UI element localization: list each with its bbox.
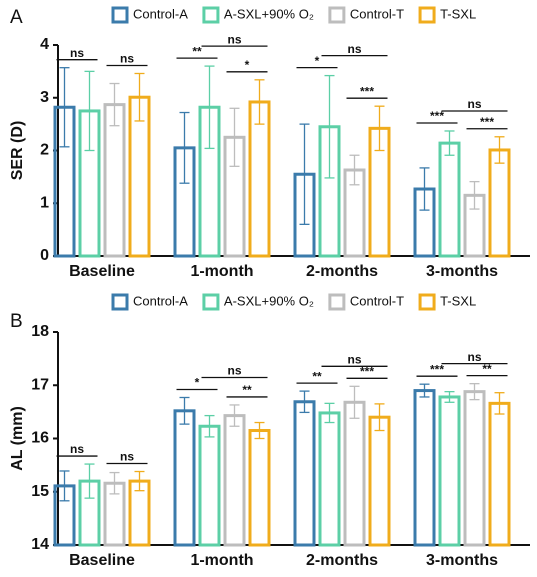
- bar: [318, 411, 341, 547]
- bar: [128, 479, 151, 547]
- legend-swatch: [328, 6, 346, 24]
- legend-label: Control-A: [133, 293, 188, 308]
- legend-swatch: [202, 6, 220, 24]
- significance-label: ns: [120, 450, 134, 464]
- y-tick-label: 4: [40, 36, 49, 53]
- legend-swatch: [418, 6, 436, 24]
- bar: [463, 193, 486, 258]
- bar: [103, 103, 126, 258]
- y-tick-label: 14: [31, 536, 49, 553]
- significance-label: **: [482, 362, 492, 376]
- bar: [368, 126, 391, 258]
- bar: [198, 105, 221, 258]
- significance-label: ***: [360, 84, 374, 98]
- x-tick-label: 2-months: [306, 552, 378, 569]
- significance-label: ns: [467, 350, 481, 364]
- bar: [198, 424, 221, 547]
- x-tick-label: 2-months: [306, 263, 378, 280]
- legend-label: T-SXL: [440, 6, 476, 21]
- x-tick-label: Baseline: [69, 552, 135, 569]
- y-tick-label: 3: [40, 89, 49, 106]
- significance-label: ns: [467, 97, 481, 111]
- y-tick-label: 17: [31, 376, 49, 393]
- significance-label: **: [312, 369, 322, 383]
- panel-letter: A: [10, 7, 23, 28]
- bar: [343, 168, 366, 258]
- legend-label: Control-T: [350, 293, 404, 308]
- legend-swatch: [418, 293, 436, 311]
- bar: [368, 415, 391, 547]
- bar: [78, 479, 101, 547]
- bar: [173, 146, 196, 258]
- bar: [223, 414, 246, 547]
- bar: [78, 109, 101, 258]
- bar: [318, 125, 341, 258]
- bar: [53, 484, 76, 547]
- legend-label: A-SXL+90% O₂: [224, 293, 314, 308]
- significance-label: ns: [347, 42, 361, 56]
- significance-label: ns: [120, 52, 134, 66]
- x-tick-label: 1-month: [190, 263, 253, 280]
- y-tick-label: 2: [40, 142, 49, 159]
- bar: [248, 100, 271, 258]
- legend-swatch: [328, 293, 346, 311]
- bar: [223, 135, 246, 258]
- bar: [438, 395, 461, 547]
- x-tick-label: Baseline: [69, 263, 135, 280]
- bar: [438, 141, 461, 258]
- significance-label: *: [195, 376, 200, 390]
- y-tick-label: 16: [31, 430, 49, 447]
- bar: [488, 401, 511, 547]
- significance-label: ***: [430, 362, 444, 376]
- panel-letter: B: [10, 311, 23, 332]
- significance-label: ***: [480, 115, 494, 129]
- significance-label: *: [245, 58, 250, 72]
- significance-label: ns: [227, 32, 241, 46]
- x-tick-label: 1-month: [190, 552, 253, 569]
- bar: [488, 148, 511, 258]
- y-tick-label: 18: [31, 323, 49, 340]
- bar: [173, 409, 196, 547]
- significance-label: **: [242, 383, 252, 397]
- y-axis-label: SER (D): [9, 121, 26, 181]
- bar: [248, 429, 271, 547]
- legend-label: T-SXL: [440, 293, 476, 308]
- legend-swatch: [202, 293, 220, 311]
- bar: [103, 481, 126, 547]
- legend-label: A-SXL+90% O₂: [224, 6, 314, 21]
- significance-label: ns: [70, 46, 84, 60]
- significance-label: ns: [347, 352, 361, 366]
- significance-label: ns: [70, 442, 84, 456]
- bar: [463, 390, 486, 547]
- significance-label: *: [315, 54, 320, 68]
- bar: [293, 172, 316, 258]
- y-axis-label: AL (mm): [9, 406, 26, 471]
- legend-label: Control-T: [350, 6, 404, 21]
- bar: [413, 187, 436, 258]
- y-tick-label: 0: [40, 247, 49, 264]
- significance-label: ***: [430, 109, 444, 123]
- bar: [53, 105, 76, 258]
- legend-swatch: [111, 293, 129, 311]
- bar: [293, 400, 316, 547]
- significance-label: **: [192, 44, 202, 58]
- legend-swatch: [111, 6, 129, 24]
- x-tick-label: 3-months: [426, 263, 498, 280]
- bar: [343, 400, 366, 547]
- x-tick-label: 3-months: [426, 552, 498, 569]
- significance-label: ***: [360, 364, 374, 378]
- y-tick-label: 15: [31, 483, 49, 500]
- bar: [128, 95, 151, 258]
- significance-label: ns: [227, 364, 241, 378]
- y-tick-label: 1: [40, 194, 49, 211]
- legend-label: Control-A: [133, 6, 188, 21]
- bar: [413, 389, 436, 547]
